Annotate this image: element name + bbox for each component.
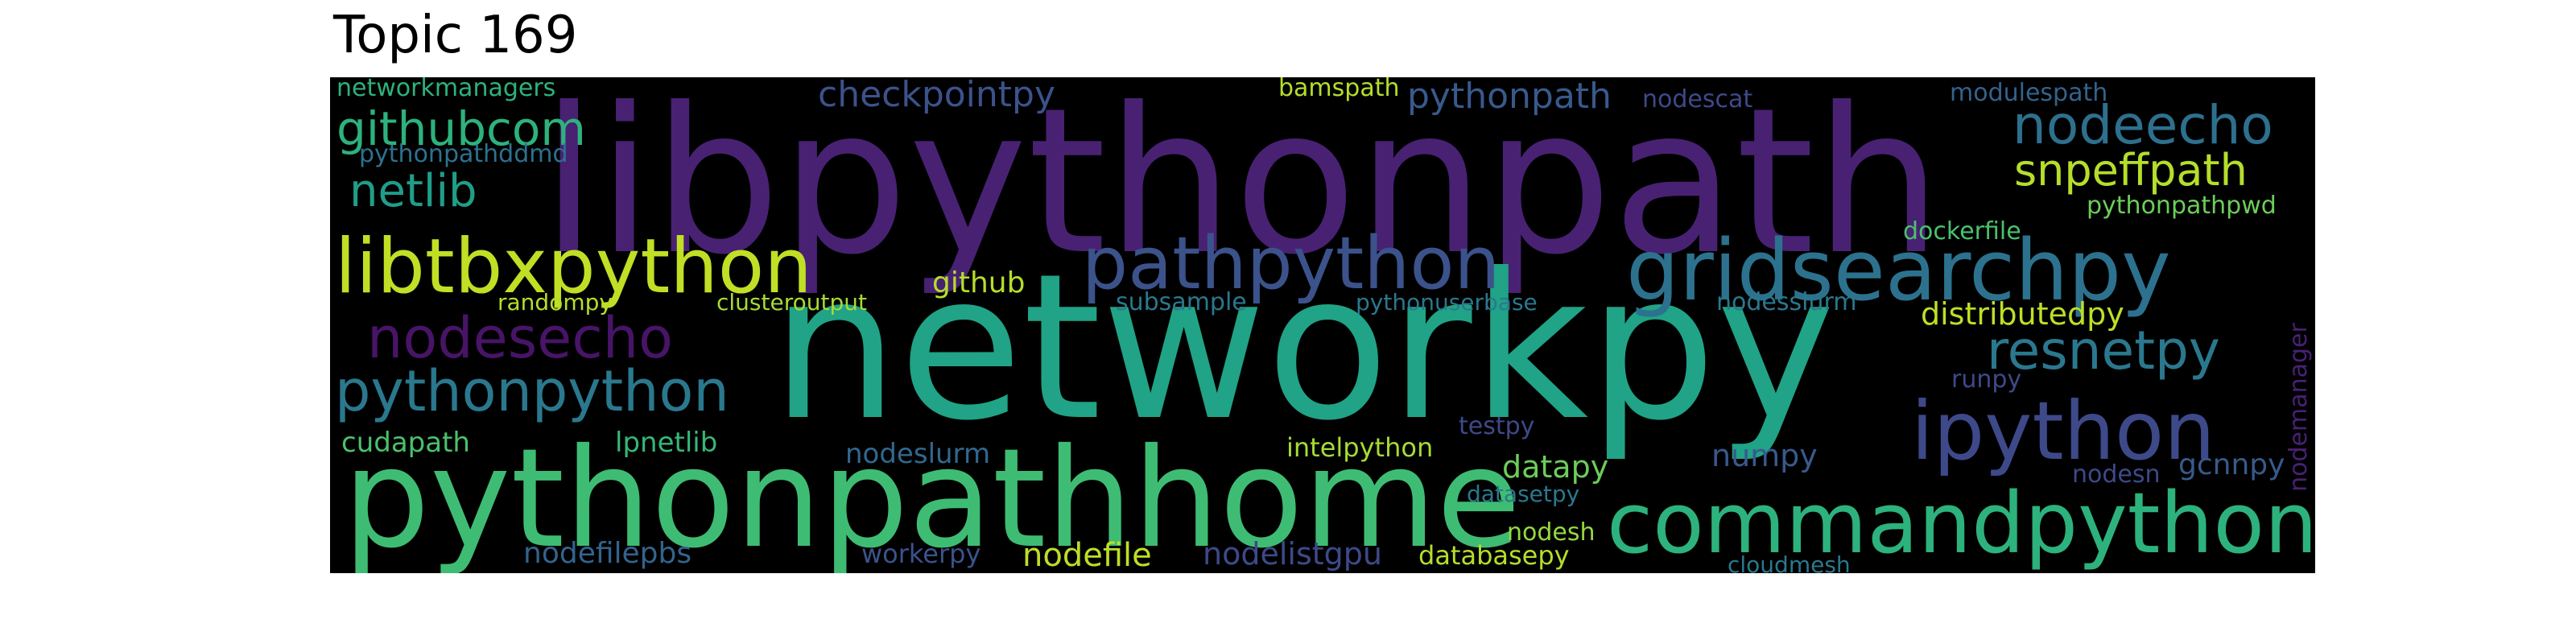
word-subsample: subsample bbox=[1116, 288, 1247, 316]
word-nodefile: nodefile bbox=[1022, 537, 1152, 573]
word-dockerfile: dockerfile bbox=[1903, 217, 2021, 246]
word-pathpython: pathpython bbox=[1082, 221, 1501, 306]
word-pythonpython: pythonpython bbox=[335, 358, 729, 424]
word-nodeslurm: nodeslurm bbox=[845, 438, 991, 470]
word-pythonpathddmd: pythonpathddmd bbox=[359, 140, 568, 168]
word-workerpy: workerpy bbox=[861, 539, 981, 569]
word-nodesslurm: nodesslurm bbox=[1716, 288, 1857, 316]
word-datapy: datapy bbox=[1502, 449, 1609, 485]
word-distributedpy: distributedpy bbox=[1921, 296, 2124, 332]
word-nodeecho: nodeecho bbox=[2013, 94, 2273, 156]
word-intelpython: intelpython bbox=[1286, 432, 1434, 463]
word-githubcom: githubcom bbox=[336, 101, 586, 156]
word-netlib: netlib bbox=[349, 165, 477, 217]
word-numpy: numpy bbox=[1711, 438, 1818, 473]
word-cloud: libpythonpath networkpy pythonpathhome c… bbox=[330, 77, 2315, 573]
word-testpy: testpy bbox=[1459, 412, 1535, 440]
word-libpythonpath: libpythonpath bbox=[541, 77, 1942, 299]
word-cudapath: cudapath bbox=[341, 427, 470, 459]
word-resnetpy: resnetpy bbox=[1987, 320, 2220, 382]
word-bamspath: bamspath bbox=[1278, 77, 1400, 102]
word-snpeffpath: snpeffpath bbox=[2014, 145, 2248, 196]
word-datasetpy: datasetpy bbox=[1467, 481, 1580, 507]
word-commandpython: commandpython bbox=[1607, 474, 2315, 572]
word-clusteroutput: clusteroutput bbox=[716, 289, 867, 316]
word-lpnetlib: lpnetlib bbox=[615, 427, 718, 459]
word-pythonuserbase: pythonuserbase bbox=[1356, 289, 1538, 316]
word-nodemanager: nodemanager bbox=[2285, 323, 2313, 492]
word-modulespath: modulespath bbox=[1950, 79, 2108, 107]
word-nodesecho: nodesecho bbox=[367, 305, 673, 371]
word-nodesn: nodesn bbox=[2072, 460, 2161, 489]
word-nodelistgpu: nodelistgpu bbox=[1203, 536, 1382, 572]
word-gridsearchpy: gridsearchpy bbox=[1626, 221, 2171, 320]
word-pythonpath: pythonpath bbox=[1407, 77, 1612, 117]
word-github: github bbox=[932, 266, 1026, 299]
word-randompy: randompy bbox=[497, 289, 613, 316]
word-libtbxpython: libtbxpython bbox=[335, 223, 812, 311]
word-ipython: ipython bbox=[1911, 384, 2215, 478]
word-checkpointpy: checkpointpy bbox=[818, 77, 1056, 115]
word-gcnnpy: gcnnpy bbox=[2178, 448, 2285, 481]
word-cloudmesh: cloudmesh bbox=[1728, 551, 1851, 574]
word-nodefilepbs: nodefilepbs bbox=[523, 537, 692, 570]
word-databasepy: databasepy bbox=[1418, 540, 1570, 571]
word-runpy: runpy bbox=[1951, 365, 2022, 394]
word-pythonpathpwd: pythonpathpwd bbox=[2087, 192, 2277, 220]
word-nodescat: nodescat bbox=[1642, 85, 1753, 114]
word-pythonpathhome: pythonpathhome bbox=[343, 419, 1521, 573]
page-title: Topic 169 bbox=[333, 6, 578, 65]
word-networkmanagers: networkmanagers bbox=[336, 77, 556, 102]
word-networkpy: networkpy bbox=[771, 230, 1835, 464]
word-nodesh: nodesh bbox=[1507, 518, 1596, 547]
